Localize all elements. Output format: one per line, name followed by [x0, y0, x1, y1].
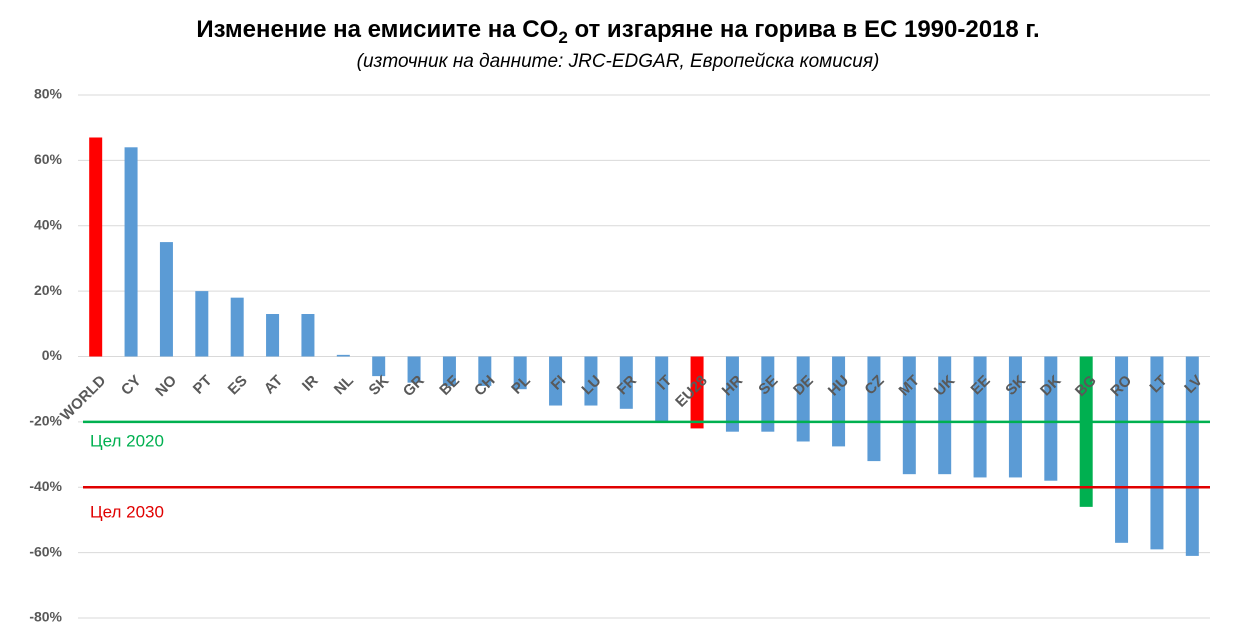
bar: [1008, 356, 1022, 478]
x-tick-label: CZ: [861, 372, 887, 398]
x-tick-label: IR: [299, 372, 322, 395]
y-tick-label: 60%: [34, 151, 63, 167]
title-part: от изгаряне на горива в ЕС 1990-2018 г.: [568, 16, 1040, 43]
y-tick-label: 80%: [34, 86, 63, 102]
bar: [867, 356, 881, 462]
x-tick-label: SK: [1002, 372, 1029, 399]
bar: [902, 356, 916, 475]
x-tick-label: ES: [225, 372, 251, 398]
bar: [549, 356, 563, 406]
title-subscript: 2: [558, 28, 567, 47]
chart-title: Изменение на емисиите на CO2 от изгаряне…: [196, 16, 1039, 47]
x-tick-label: RO: [1107, 372, 1135, 400]
bar: [124, 147, 138, 357]
bar: [513, 356, 527, 390]
x-tick-label: LT: [1146, 372, 1170, 396]
x-tick-label: AT: [261, 372, 286, 397]
bar: [1079, 356, 1093, 507]
x-tick-label: EE: [968, 372, 994, 398]
bar: [1185, 356, 1199, 556]
y-tick-label: -40%: [29, 478, 62, 494]
x-tick-label: FR: [614, 372, 640, 398]
x-tick-label: PL: [508, 372, 534, 398]
x-tick-label: NL: [331, 372, 357, 398]
y-tick-label: 40%: [34, 216, 63, 232]
x-tick-label: NO: [152, 372, 180, 400]
x-tick-label: LV: [1181, 372, 1206, 397]
reference-label: Цел 2020: [90, 431, 164, 450]
bar: [159, 242, 173, 357]
bar: [690, 356, 704, 429]
bar: [230, 297, 244, 357]
bar: [655, 356, 669, 422]
y-tick-label: -60%: [29, 543, 62, 559]
x-tick-label: WORLD: [57, 372, 109, 424]
x-tick-label: CY: [118, 372, 145, 399]
bar: [584, 356, 598, 406]
bar: [195, 291, 209, 357]
bar: [973, 356, 987, 478]
bar: [372, 356, 386, 377]
bar: [1044, 356, 1058, 481]
bar: [1115, 356, 1129, 543]
bar: [725, 356, 739, 432]
y-tick-label: 20%: [34, 282, 63, 298]
bar: [938, 356, 952, 475]
bar: [619, 356, 633, 409]
x-tick-label: GR: [400, 372, 428, 400]
chart-subtitle: (източник на данните: JRC-EDGAR, Европей…: [357, 51, 880, 72]
x-tick-label: LU: [578, 372, 604, 398]
bar: [89, 137, 103, 357]
bar: [301, 314, 315, 357]
bar: [478, 356, 492, 386]
x-tick-label: SE: [755, 372, 781, 398]
bar: [796, 356, 810, 442]
bar: [266, 314, 280, 357]
bar: [1150, 356, 1164, 550]
bar: [761, 356, 775, 432]
bar: [832, 356, 846, 447]
bar: [407, 356, 421, 383]
bar: [336, 354, 350, 357]
x-tick-label: DK: [1037, 372, 1064, 399]
x-tick-label: DE: [790, 372, 817, 399]
bar: [442, 356, 456, 386]
x-tick-label: BE: [436, 372, 463, 399]
x-tick-label: CH: [471, 372, 498, 399]
x-tick-label: UK: [931, 372, 958, 399]
y-tick-label: -20%: [29, 413, 62, 429]
y-tick-label: 0%: [42, 347, 63, 363]
title-part: Изменение на емисиите на CO: [196, 16, 558, 43]
y-tick-label: -80%: [29, 609, 62, 625]
x-tick-label: PT: [190, 372, 216, 398]
x-tick-label: SK: [366, 372, 393, 399]
x-tick-label: BG: [1072, 372, 1100, 400]
x-tick-label: HU: [825, 372, 852, 399]
x-tick-label: MT: [896, 372, 923, 399]
x-tick-label: HR: [719, 372, 746, 399]
reference-label: Цел 2030: [90, 503, 164, 522]
